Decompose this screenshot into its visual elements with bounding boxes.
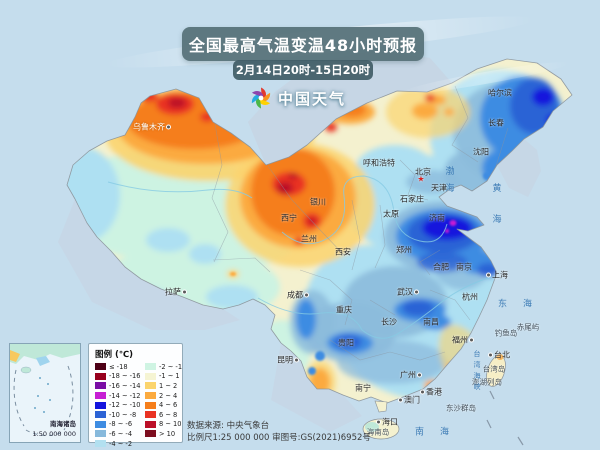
legend-item: -12 ~ -10: [95, 400, 142, 410]
legend-swatch: [145, 392, 157, 400]
data-source: 数据来源: 中央气象台: [187, 421, 270, 431]
legend-item: > 10: [145, 429, 183, 439]
legend-item: -2 ~ -1: [145, 362, 183, 372]
legend-label: 8 ~ 10: [159, 420, 182, 429]
legend-label: -16 ~ -14: [109, 382, 141, 390]
legend-swatch: [95, 401, 106, 409]
legend-label: 6 ~ 8: [159, 410, 178, 419]
legend-item: -18 ~ -16: [95, 372, 142, 382]
legend-item: -16 ~ -14: [95, 381, 142, 391]
legend-swatch: [95, 382, 106, 390]
legend-label: -6 ~ -4: [109, 430, 133, 438]
legend-swatch: [145, 430, 157, 438]
legend-item: -1 ~ 1: [145, 372, 183, 382]
legend-columns: ≤ -18 -18 ~ -16 -16 ~ -14 -14 ~ -12 -12 ~ -1…: [95, 362, 183, 448]
legend-swatch: [95, 440, 106, 448]
legend-label: 1 ~ 2: [159, 382, 178, 390]
legend-swatch: [95, 372, 106, 380]
legend-item: -10 ~ -8: [95, 410, 142, 420]
legend-label: -18 ~ -16: [109, 372, 141, 381]
pinwheel-logo-icon: [251, 87, 271, 109]
legend-swatch: [95, 420, 106, 428]
legend-item: -14 ~ -12: [95, 391, 142, 401]
legend-swatch: [95, 411, 106, 419]
page-title: 全国最高气温变温48小时预报: [182, 27, 424, 61]
legend-label: -1 ~ 1: [159, 372, 180, 381]
inset-title: 南海诸岛: [50, 420, 76, 428]
legend-swatch: [95, 392, 106, 400]
legend-label: -2 ~ -1: [159, 362, 183, 371]
logo-text: 中国天气: [278, 89, 347, 108]
legend-swatch: [145, 372, 157, 380]
inset-scale: 1:50 000 000: [32, 430, 76, 438]
south-china-sea-inset: 南海诸岛 1:50 000 000: [9, 343, 81, 443]
legend-swatch: [145, 411, 157, 419]
legend-swatch: [145, 382, 157, 390]
legend-item: -6 ~ -4: [95, 429, 142, 439]
legend-label: -8 ~ -6: [109, 420, 133, 429]
legend-label: -14 ~ -12: [109, 391, 141, 400]
legend-label: -4 ~ -2: [109, 439, 133, 448]
china-weather-logo: 中国天气: [249, 86, 346, 110]
legend-label: 4 ~ 6: [159, 401, 178, 409]
forecast-period: 2月14日20时-15日20时: [233, 60, 373, 80]
subtitle-text: 2月14日20时-15日20时: [235, 63, 371, 77]
legend-item: -4 ~ -2: [95, 439, 142, 449]
title-text: 全国最高气温变温48小时预报: [188, 36, 418, 55]
legend-swatch: [95, 363, 106, 371]
map-scale-note: 比例尺1:25 000 000 审图号:GS(2021)6952号: [187, 433, 371, 443]
legend-label: -12 ~ -10: [109, 401, 141, 409]
legend-label: 2 ~ 4: [159, 391, 178, 400]
legend-item: 2 ~ 4: [145, 391, 183, 401]
inset-map-graphic: [10, 344, 80, 436]
legend-label: > 10: [159, 430, 176, 438]
legend-swatch: [145, 401, 157, 409]
legend-swatch: [145, 363, 157, 371]
legend-label: -10 ~ -8: [109, 410, 137, 419]
legend-label: ≤ -18: [109, 362, 128, 371]
legend-item: ≤ -18: [95, 362, 142, 372]
legend-column-left: ≤ -18 -18 ~ -16 -16 ~ -14 -14 ~ -12 -12 ~ -1…: [95, 362, 142, 448]
legend-item: 8 ~ 10: [145, 420, 183, 430]
legend: 图例 (℃) ≤ -18 -18 ~ -16 -16 ~ -14 -14 ~ -12-…: [88, 343, 183, 447]
legend-swatch: [95, 430, 106, 438]
legend-item: 4 ~ 6: [145, 400, 183, 410]
legend-item: 1 ~ 2: [145, 381, 183, 391]
legend-item: 6 ~ 8: [145, 410, 183, 420]
legend-item: -8 ~ -6: [95, 420, 142, 430]
legend-title: 图例 (℃): [95, 350, 134, 360]
legend-swatch: [145, 420, 157, 428]
